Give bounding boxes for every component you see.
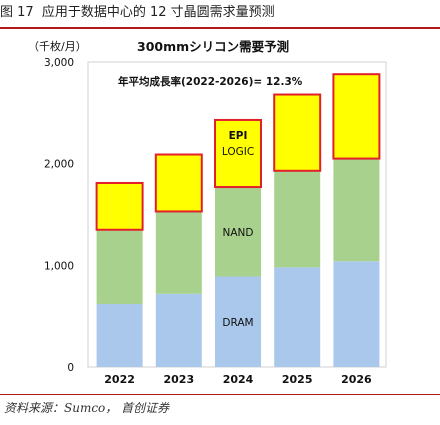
figure-label: 图 17 xyxy=(0,5,34,20)
bar-nand-2024 xyxy=(215,187,261,277)
y-tick-label: 2,000 xyxy=(44,159,74,171)
x-tick-label: 2022 xyxy=(104,373,135,386)
y-tick-label: 3,000 xyxy=(44,57,74,69)
x-tick-label: 2024 xyxy=(223,373,254,386)
y-tick-label: 0 xyxy=(67,362,74,374)
y-tick-label: 1,000 xyxy=(44,260,74,272)
bar-dram-2025 xyxy=(274,267,321,367)
chart-title: 300mmシリコン需要予測 xyxy=(137,39,289,54)
bar-nand-2022 xyxy=(96,229,143,304)
source-note: 资料来源：Sumco， 首创证券 xyxy=(4,401,170,415)
figure-title: 图 17 应用于数据中心的 12 寸晶圆需求量预测 xyxy=(0,0,440,26)
series-label-dram: DRAM xyxy=(222,317,253,329)
series-label-epi: EPI xyxy=(229,130,248,142)
bar-logic-2024 xyxy=(214,118,262,189)
bar-dram-2024 xyxy=(215,276,261,367)
x-tick-label: 2023 xyxy=(163,373,194,386)
series-label-logic: LOGIC xyxy=(222,146,254,158)
bar-dram-2026 xyxy=(333,261,380,367)
bar-logic-2026 xyxy=(332,73,381,160)
bar-nand-2026 xyxy=(333,158,380,262)
x-tick-label: 2026 xyxy=(341,373,372,386)
x-tick-label: 2025 xyxy=(282,373,313,386)
cagr-annotation: 年平均成長率(2022-2026)= 12.3% xyxy=(118,75,303,88)
figure-caption: 应用于数据中心的 12 寸晶圆需求量预测 xyxy=(41,5,275,20)
bar-dram-2023 xyxy=(155,293,202,367)
bar-nand-2023 xyxy=(155,211,202,294)
bar-logic-2023 xyxy=(154,153,203,213)
title-rule xyxy=(0,27,440,29)
bar-nand-2025 xyxy=(274,170,321,268)
source-rule xyxy=(0,394,440,395)
bar-dram-2022 xyxy=(96,303,143,367)
bars-group: DRAM NAND EPI LOGIC xyxy=(95,73,381,367)
bar-logic-2025 xyxy=(273,93,322,172)
series-label-nand: NAND xyxy=(223,227,254,239)
unit-label: （千枚/月） xyxy=(28,39,87,53)
bar-logic-2022 xyxy=(95,181,144,231)
axes-group: 0 1,000 2,000 3,000 2022 2023 2024 2025 2026 xyxy=(44,57,372,386)
bar-chart: （千枚/月） 300mmシリコン需要予測 DRAM NAND EPI LOGIC 0 1… xyxy=(28,39,387,386)
